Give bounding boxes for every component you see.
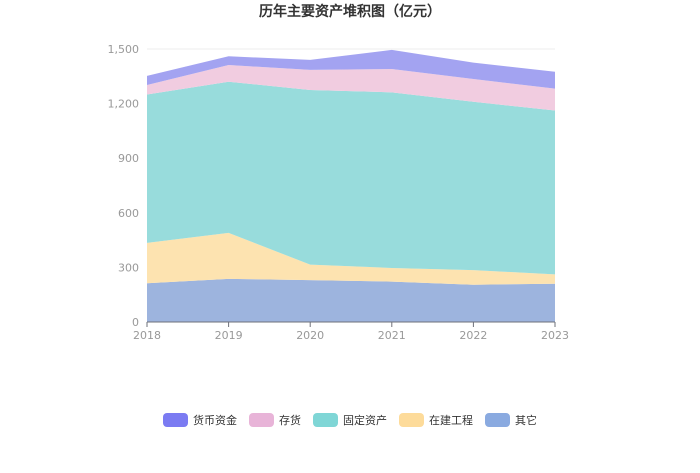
legend-item[interactable]: 货币资金 (163, 413, 237, 427)
legend-label: 货币资金 (193, 413, 237, 427)
area-固定资产 (147, 81, 555, 275)
area-存货 (147, 65, 555, 111)
area-series (147, 49, 555, 322)
legend[interactable]: 货币资金 存货 固定资产 在建工程 其它 (163, 413, 537, 427)
legend-label: 其它 (515, 413, 537, 427)
x-tick-label: 2022 (459, 329, 487, 342)
x-tick-label: 2019 (215, 329, 243, 342)
axes: 0 300 600 900 1,200 1,500 2018 2019 2020 2021 2022… (108, 43, 570, 342)
legend-swatch (163, 413, 188, 427)
legend-item[interactable]: 其它 (485, 413, 537, 427)
area-在建工程 (147, 232, 555, 285)
x-tick-label: 2020 (296, 329, 324, 342)
legend-item[interactable]: 固定资产 (313, 413, 387, 427)
legend-label: 在建工程 (429, 413, 473, 427)
area-其它 (147, 278, 555, 322)
legend-swatch (485, 413, 510, 427)
legend-swatch (313, 413, 338, 427)
y-tick-label: 300 (118, 261, 139, 274)
legend-item[interactable]: 存货 (249, 413, 301, 427)
legend-swatch (249, 413, 274, 427)
legend-label: 固定资产 (343, 413, 387, 427)
y-tick-label: 900 (118, 152, 139, 165)
x-tick-label: 2023 (541, 329, 569, 342)
y-tick-label: 1,500 (108, 43, 140, 56)
y-tick-label: 0 (132, 316, 139, 329)
legend-label: 存货 (279, 413, 301, 427)
x-tick-label: 2021 (378, 329, 406, 342)
x-tick-label: 2018 (133, 329, 161, 342)
chart-title: 历年主要资产堆积图（亿元） (259, 3, 441, 20)
area-货币资金 (147, 49, 555, 89)
legend-item[interactable]: 在建工程 (399, 413, 473, 427)
legend-swatch (399, 413, 424, 427)
y-tick-label: 1,200 (108, 98, 140, 111)
y-tick-label: 600 (118, 207, 139, 220)
